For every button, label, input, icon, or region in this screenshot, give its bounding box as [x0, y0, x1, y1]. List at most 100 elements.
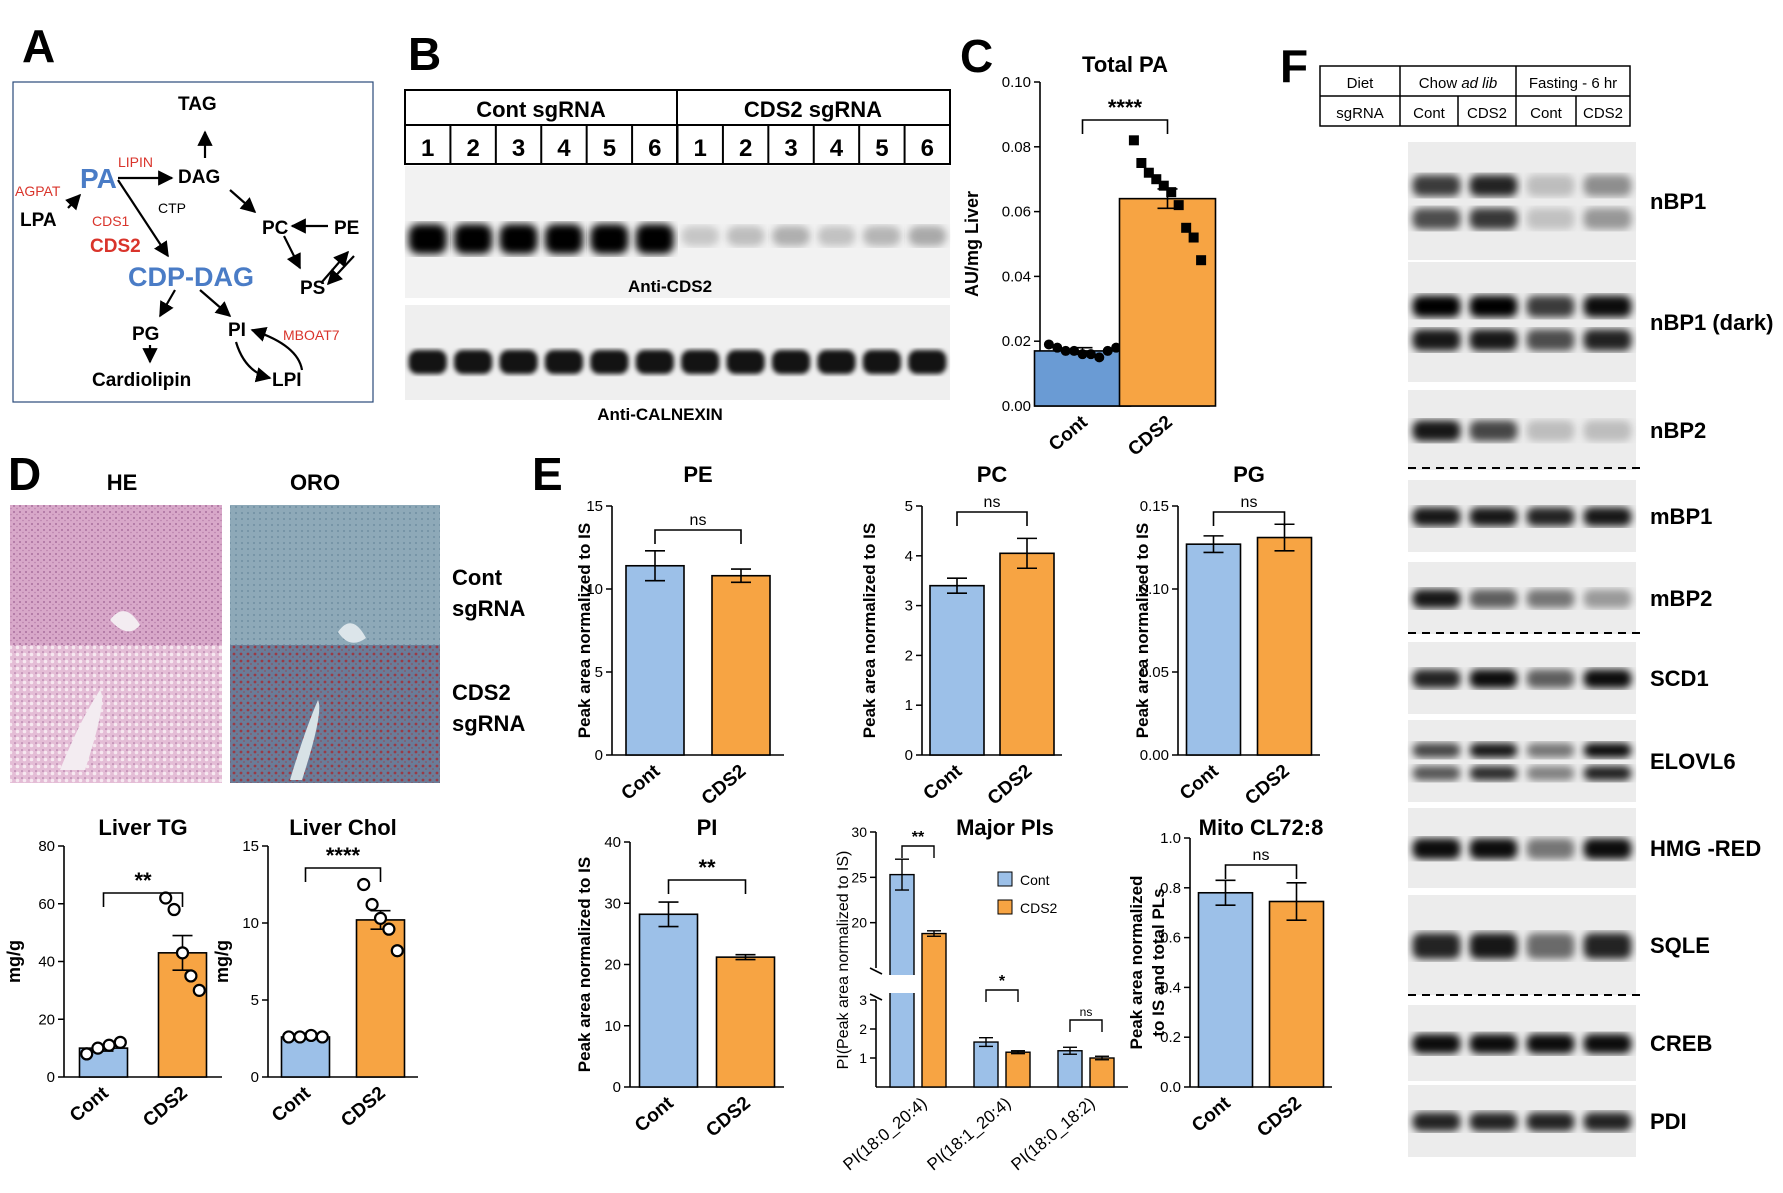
band	[1526, 507, 1575, 527]
y-tick-label: 5	[905, 498, 913, 515]
band	[1469, 420, 1518, 442]
significance-bracket	[1212, 511, 1286, 526]
enzyme-cds1: CDS1	[92, 213, 130, 229]
band	[1469, 175, 1518, 197]
band	[1583, 329, 1632, 351]
band	[1583, 1033, 1632, 1054]
band	[1526, 838, 1575, 860]
y-tick-label: 0.0	[1160, 1079, 1181, 1096]
band	[1412, 208, 1461, 230]
band	[1469, 329, 1518, 351]
y-tick-label: 0.00	[1140, 747, 1169, 764]
band-cds2	[499, 224, 538, 254]
band	[1412, 1112, 1461, 1132]
data-point	[1173, 200, 1184, 211]
chart-title: Total PA	[1082, 52, 1168, 77]
legend-label: CDS2	[1020, 900, 1058, 916]
y-tick-label: 1.0	[1160, 830, 1181, 847]
node-cdp-dag: CDP-DAG	[128, 262, 254, 292]
row-cont-line1: Cont	[452, 565, 503, 590]
blot-label: nBP2	[1650, 418, 1706, 443]
y-tick-label: 0.10	[1002, 74, 1031, 91]
legend-swatch	[997, 899, 1013, 915]
y-tick-label: 0.04	[1002, 268, 1031, 285]
panel-b: B Cont sgRNA CDS2 sgRNA 1 2 3 4 5 6 1 2 3 4 5 6 Ant…	[404, 28, 951, 424]
node-pi: PI	[228, 320, 246, 341]
data-point	[80, 1047, 94, 1061]
data-point	[1143, 167, 1154, 178]
x-tick-label: Cont	[920, 760, 967, 804]
y-tick-label: 2	[859, 1021, 867, 1037]
hdr-chow: Chow ad lib	[1419, 75, 1497, 92]
band	[1412, 669, 1461, 689]
y-tick-label: 0.4	[1160, 979, 1181, 996]
bar-cds2	[999, 552, 1055, 756]
data-point	[113, 1035, 127, 1049]
y-tick-label: 30	[851, 824, 867, 840]
band	[1412, 329, 1461, 351]
data-point	[1181, 222, 1192, 233]
band	[1469, 933, 1518, 959]
band-cds2	[817, 226, 856, 246]
band	[1469, 295, 1518, 318]
y-axis-label: Peak area normalized	[1127, 876, 1146, 1050]
data-point	[1094, 352, 1105, 363]
y-tick-label: 20	[604, 957, 621, 974]
x-tick-label: PI(18:0_20:4)	[839, 1094, 930, 1175]
lane-number: 5	[603, 135, 616, 162]
band	[1526, 208, 1575, 230]
bar-cont	[973, 1041, 999, 1088]
y-tick-label: 0.05	[1140, 664, 1169, 681]
significance-label: ns	[1241, 494, 1258, 511]
row-cds2-line1: CDS2	[452, 680, 511, 705]
chart-title: Liver TG	[98, 815, 187, 840]
significance-label: ns	[690, 512, 707, 529]
band	[1526, 742, 1575, 758]
hdr-cds2-1: CDS2	[1467, 105, 1507, 122]
panel-a-label: A	[22, 20, 55, 72]
node-pg: PG	[132, 324, 159, 345]
band-calnexin	[454, 350, 493, 374]
histology-images	[10, 505, 440, 783]
blot-label: ELOVL6	[1650, 749, 1736, 774]
y-tick-label: 1	[859, 1050, 867, 1066]
hdr-diet: Diet	[1347, 75, 1375, 92]
x-tick-label: CDS2	[702, 1093, 754, 1142]
chart-title: Liver Chol	[289, 815, 397, 840]
band	[1469, 669, 1518, 689]
node-pe: PE	[334, 218, 359, 239]
band	[1583, 838, 1632, 860]
group-cont-sgrna: Cont sgRNA	[476, 97, 606, 122]
x-tick-label: PI(18:0_18:2)	[1007, 1094, 1098, 1175]
y-tick-label: 3	[905, 598, 913, 615]
bar-cds2	[1268, 900, 1325, 1088]
band-cds2	[771, 226, 811, 246]
y-tick-label: 0.6	[1160, 930, 1181, 947]
panel-f-label: F	[1280, 40, 1308, 92]
bar-cds2	[1256, 536, 1313, 756]
significance-label: **	[912, 829, 925, 846]
band-calnexin	[862, 350, 901, 374]
axis-break	[888, 975, 916, 993]
node-cardiolipin: Cardiolipin	[92, 370, 191, 391]
band-calnexin	[635, 350, 674, 374]
chart-major-pis: Major PIs 1 2 3 20 25 30 PI(Peak area normalize…	[835, 815, 1128, 1174]
data-point	[1136, 158, 1147, 168]
blot-label: SQLE	[1650, 933, 1710, 958]
group-cds2-sgrna: CDS2 sgRNA	[744, 97, 882, 122]
node-pc: PC	[262, 218, 289, 239]
blot-label: mBP1	[1650, 504, 1712, 529]
y-axis-label: Peak area normalized to IS	[1133, 523, 1152, 738]
band-calnexin	[771, 350, 811, 374]
blot-label: CREB	[1650, 1031, 1712, 1056]
enzyme-agpat: AGPAT	[15, 183, 61, 199]
chart-total-pa: Total PA 0.00 0.02 0.04 0.06 0.08 0.10 AU/mg Li…	[962, 52, 1217, 460]
x-tick-label: CDS2	[139, 1083, 191, 1132]
blot-label: nBP1 (dark)	[1650, 310, 1773, 335]
band-cds2	[408, 224, 447, 254]
band-calnexin	[726, 350, 765, 374]
y-axis-label: mg/g	[4, 940, 24, 983]
hdr-sgrna: sgRNA	[1336, 105, 1384, 122]
node-lpi: LPI	[272, 370, 302, 391]
significance-bracket	[985, 989, 1019, 1002]
